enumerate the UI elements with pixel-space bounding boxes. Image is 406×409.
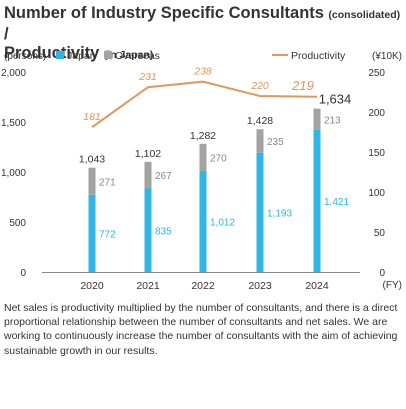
label-overseas: 235 (267, 137, 284, 148)
consultants-chart: Japan Overseas Productivity (persons) (¥10K)… (1, 50, 402, 292)
label-japan: 1,193 (267, 208, 292, 219)
y-left-unit: (persons) (4, 51, 46, 62)
legend-productivity-label: Productivity (291, 50, 346, 62)
label-japan: 835 (155, 226, 172, 237)
label-productivity: 238 (193, 66, 212, 78)
label-productivity: 181 (83, 111, 101, 123)
legend-overseas-swatch (104, 51, 112, 59)
y-right-tick: 150 (368, 148, 385, 159)
x-tick: 2020 (80, 280, 104, 292)
title-slash: / (4, 25, 9, 43)
bar-japan (313, 129, 321, 272)
bar-japan (199, 170, 207, 272)
label-japan: 1,421 (324, 197, 349, 208)
x-tick: 2021 (136, 280, 160, 292)
y-left-tick: 1,000 (1, 168, 26, 179)
label-japan: 772 (99, 229, 116, 240)
bar-overseas (88, 167, 96, 195)
y-right-tick: 200 (368, 108, 385, 119)
label-overseas: 267 (155, 171, 172, 182)
bar-overseas (144, 161, 152, 189)
label-japan: 1,012 (210, 217, 235, 228)
label-total: 1,282 (190, 130, 216, 142)
label-overseas: 270 (210, 153, 227, 164)
bar-overseas (199, 143, 207, 171)
label-total: 1,428 (247, 115, 273, 127)
y-right-tick: 50 (374, 228, 386, 239)
label-total: 1,102 (135, 148, 161, 160)
legend-japan-swatch (56, 51, 64, 59)
x-tick: 2023 (248, 280, 272, 292)
label-overseas: 271 (99, 177, 116, 188)
bar-overseas (313, 108, 321, 130)
title-main: Number of Industry Specific Consultants (4, 4, 324, 22)
y-left-tick: 1,500 (1, 118, 26, 129)
y-right-tick: 100 (368, 188, 385, 199)
y-right-tick: 250 (368, 68, 385, 79)
title-qualifier: (consolidated) (328, 9, 401, 21)
x-tick: 2024 (305, 280, 329, 292)
y-left-tick: 2,000 (1, 68, 26, 79)
y-left-tick: 0 (20, 268, 26, 279)
bar-japan (256, 152, 264, 272)
productivity-line (91, 80, 318, 129)
legend-overseas-label: Overseas (115, 50, 160, 62)
chart-note: Net sales is productivity multiplied by … (4, 302, 398, 357)
bar-japan (144, 188, 152, 272)
x-tick: 2022 (191, 280, 215, 292)
label-productivity: 231 (138, 71, 157, 83)
label-total: 1,634 (319, 92, 352, 107)
label-total: 1,043 (79, 154, 105, 166)
label-productivity: 219 (291, 78, 314, 93)
title-second: Productivity (4, 44, 100, 62)
title-second-qualifier: (in Japan) (103, 49, 154, 61)
chart-title: Number of Industry Specific Consultants … (4, 4, 402, 65)
y-right-unit: (¥10K) (372, 51, 402, 62)
x-axis-unit: (FY) (383, 280, 402, 291)
legend-japan-label: Japan (67, 50, 96, 62)
y-left-tick: 500 (9, 218, 26, 229)
y-right-tick: 0 (379, 268, 385, 279)
label-productivity: 220 (250, 80, 269, 92)
label-overseas: 213 (324, 115, 341, 126)
bar-overseas (256, 129, 264, 153)
bar-japan (88, 194, 96, 272)
